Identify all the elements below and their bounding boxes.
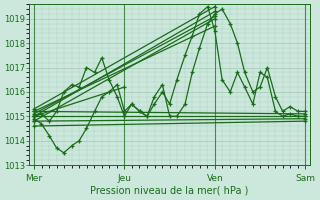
X-axis label: Pression niveau de la mer( hPa ): Pression niveau de la mer( hPa ) [91,186,249,196]
